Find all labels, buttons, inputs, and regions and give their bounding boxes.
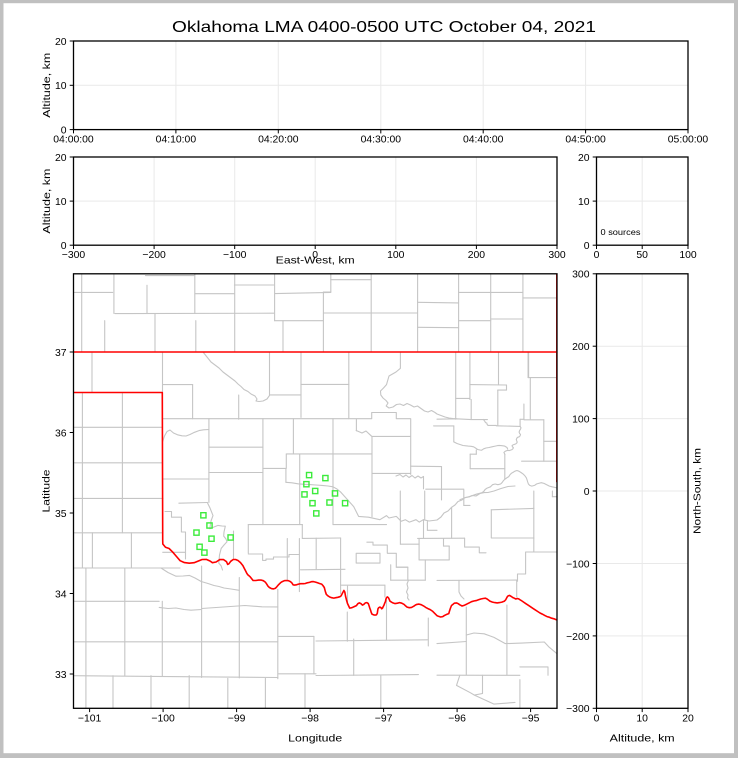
svg-text:10: 10 [55, 81, 67, 92]
svg-text:−96: −96 [448, 713, 466, 724]
svg-text:04:10:00: 04:10:00 [156, 134, 197, 145]
svg-text:−200: −200 [142, 250, 166, 261]
svg-text:Altitude, km: Altitude, km [42, 169, 53, 234]
svg-text:−300: −300 [62, 250, 86, 261]
svg-text:300: 300 [572, 270, 590, 281]
svg-text:10: 10 [55, 197, 67, 208]
svg-text:Altitude, km: Altitude, km [610, 733, 675, 744]
svg-text:0: 0 [594, 713, 600, 724]
svg-text:−200: −200 [566, 632, 590, 643]
svg-text:200: 200 [572, 342, 590, 353]
svg-text:−98: −98 [301, 713, 319, 724]
svg-text:36: 36 [55, 428, 67, 439]
svg-text:100: 100 [387, 250, 405, 261]
svg-text:0: 0 [584, 241, 590, 252]
svg-text:37: 37 [55, 348, 67, 359]
svg-text:East-West, km: East-West, km [276, 255, 355, 266]
svg-text:300: 300 [548, 250, 566, 261]
svg-text:20: 20 [682, 713, 694, 724]
svg-text:−99: −99 [228, 713, 246, 724]
svg-text:10: 10 [636, 713, 648, 724]
svg-text:100: 100 [572, 415, 590, 426]
svg-text:20: 20 [578, 153, 590, 164]
svg-text:100: 100 [679, 250, 697, 261]
svg-text:34: 34 [55, 589, 67, 600]
svg-text:−100: −100 [566, 559, 590, 570]
svg-text:04:00:00: 04:00:00 [53, 134, 94, 145]
svg-text:0: 0 [61, 126, 67, 137]
svg-text:−100: −100 [151, 713, 175, 724]
svg-text:33: 33 [55, 670, 67, 681]
svg-text:Oklahoma LMA 0400-0500 UTC Oct: Oklahoma LMA 0400-0500 UTC October 04, 2… [172, 19, 596, 36]
svg-text:10: 10 [578, 197, 590, 208]
svg-text:0: 0 [584, 487, 590, 498]
svg-text:04:50:00: 04:50:00 [565, 134, 606, 145]
svg-text:05:00:00: 05:00:00 [668, 134, 709, 145]
svg-text:0: 0 [61, 241, 67, 252]
svg-text:Longitude: Longitude [288, 733, 342, 744]
svg-text:04:40:00: 04:40:00 [463, 134, 504, 145]
svg-text:−101: −101 [78, 713, 102, 724]
svg-text:20: 20 [55, 37, 67, 48]
svg-text:Latitude: Latitude [42, 469, 53, 512]
svg-text:50: 50 [636, 250, 648, 261]
svg-text:04:20:00: 04:20:00 [258, 134, 299, 145]
svg-text:0 sources: 0 sources [601, 227, 641, 237]
svg-text:35: 35 [55, 509, 67, 520]
svg-text:−95: −95 [522, 713, 540, 724]
svg-text:04:30:00: 04:30:00 [361, 134, 402, 145]
svg-text:North-South, km: North-South, km [692, 448, 703, 534]
svg-text:−97: −97 [375, 713, 393, 724]
svg-text:−100: −100 [223, 250, 247, 261]
svg-text:200: 200 [468, 250, 486, 261]
svg-text:−300: −300 [566, 704, 590, 715]
svg-text:Altitude, km: Altitude, km [42, 53, 53, 118]
svg-text:0: 0 [312, 250, 318, 261]
svg-text:0: 0 [594, 250, 600, 261]
svg-text:20: 20 [55, 153, 67, 164]
